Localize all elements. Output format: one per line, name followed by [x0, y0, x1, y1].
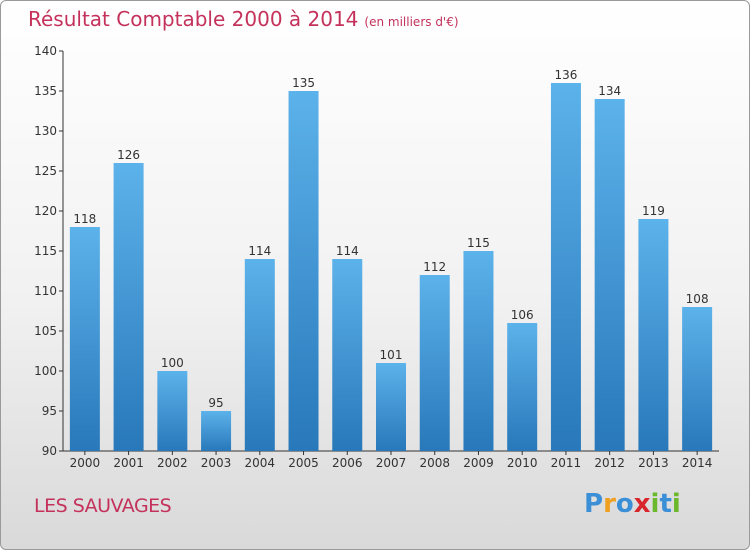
- x-tick-label: 2010: [507, 456, 538, 470]
- data-label: 115: [467, 236, 490, 250]
- bar: [376, 363, 406, 451]
- data-label: 135: [292, 76, 315, 90]
- bar: [507, 323, 538, 451]
- title-text: Résultat Comptable 2000 à 2014: [28, 7, 359, 31]
- data-label: 118: [73, 212, 96, 226]
- x-tick-label: 2008: [419, 456, 450, 470]
- bar: [157, 371, 188, 451]
- data-label: 95: [208, 396, 223, 410]
- logo-letter: i: [671, 489, 681, 519]
- x-tick-label: 2012: [594, 456, 625, 470]
- bar: [332, 259, 363, 451]
- y-tick-label: 90: [42, 444, 57, 458]
- x-tick-label: 2006: [332, 456, 363, 470]
- y-tick-label: 115: [34, 244, 57, 258]
- data-label: 126: [117, 148, 140, 162]
- x-tick-label: 2014: [682, 456, 713, 470]
- x-tick-label: 2007: [376, 456, 407, 470]
- x-tick-label: 2005: [288, 456, 319, 470]
- bar: [682, 307, 713, 451]
- y-tick-label: 135: [34, 84, 57, 98]
- logo-letter: r: [603, 489, 616, 519]
- data-label: 112: [423, 260, 446, 274]
- data-label: 134: [598, 84, 621, 98]
- y-tick-label: 120: [34, 204, 57, 218]
- data-label: 114: [336, 244, 359, 258]
- unit-label: (en milliers d'€): [364, 15, 459, 29]
- y-tick-label: 95: [42, 404, 57, 418]
- x-tick-label: 2011: [551, 456, 582, 470]
- y-tick-label: 125: [34, 164, 57, 178]
- data-label: 106: [511, 308, 534, 322]
- logo-letter: o: [615, 489, 634, 519]
- data-label: 119: [642, 204, 665, 218]
- y-tick-label: 130: [34, 124, 57, 138]
- bar: [244, 259, 275, 451]
- y-tick-label: 110: [34, 284, 57, 298]
- x-tick-label: 2001: [113, 456, 144, 470]
- data-label: 101: [380, 348, 403, 362]
- bar: [638, 219, 669, 451]
- bar: [288, 91, 319, 451]
- bar: [463, 251, 494, 451]
- bar: [69, 227, 100, 451]
- x-tick-label: 2004: [245, 456, 276, 470]
- bar: [419, 275, 450, 451]
- logo-letter: x: [633, 489, 651, 519]
- chart-title: Résultat Comptable 2000 à 2014 (en millie…: [28, 7, 459, 31]
- bar: [594, 99, 625, 451]
- logo-letter: i: [650, 489, 660, 519]
- y-tick-label: 105: [34, 324, 57, 338]
- x-tick-label: 2003: [201, 456, 232, 470]
- data-label: 108: [686, 292, 709, 306]
- x-tick-label: 2000: [70, 456, 101, 470]
- bar: [113, 163, 144, 451]
- bar: [550, 83, 581, 451]
- bar: [201, 411, 232, 451]
- logo-letter: t: [659, 489, 672, 519]
- y-tick-label: 140: [34, 44, 57, 58]
- x-tick-label: 2009: [463, 456, 494, 470]
- y-tick-label: 100: [34, 364, 57, 378]
- place-name: LES SAUVAGES: [34, 495, 172, 517]
- x-tick-label: 2013: [638, 456, 669, 470]
- data-label: 100: [161, 356, 184, 370]
- x-tick-label: 2002: [157, 456, 188, 470]
- data-label: 136: [554, 68, 577, 82]
- proxiti-logo: Proxiti: [584, 489, 681, 519]
- data-label: 114: [248, 244, 271, 258]
- logo-letter: P: [584, 489, 604, 519]
